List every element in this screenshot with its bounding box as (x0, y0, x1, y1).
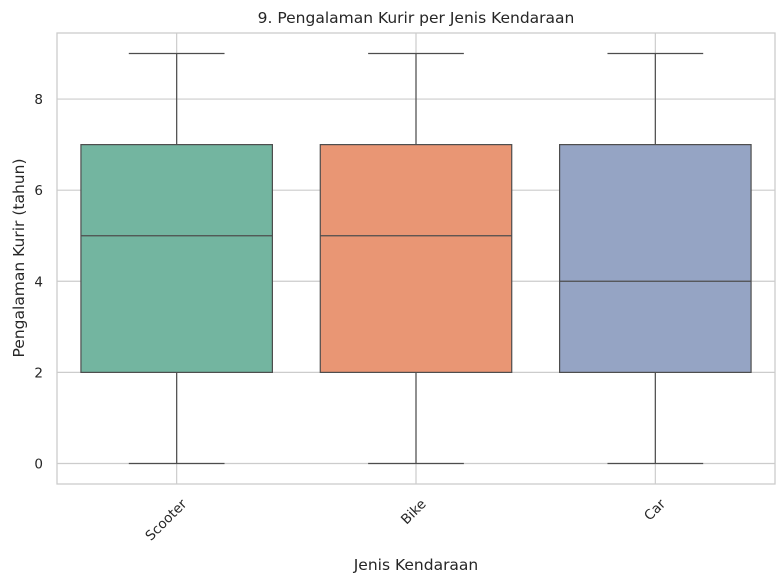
iqr-box (319, 144, 513, 373)
iqr-box (80, 144, 273, 373)
x-tick-label: Car (641, 496, 669, 524)
x-tick-labels: Scooter Bike Car (142, 496, 669, 544)
box-car (558, 52, 752, 465)
chart-title: 9. Pengalaman Kurir per Jenis Kendaraan (258, 9, 575, 27)
plot-frame (56, 32, 776, 485)
box-scooter (80, 52, 273, 465)
x-axis-label: Jenis Kendaraan (353, 556, 479, 574)
y-tick-label: 2 (34, 365, 43, 381)
x-tick-label: Bike (398, 496, 430, 528)
box-bike (319, 52, 513, 465)
y-tick-label: 6 (34, 183, 43, 199)
y-tick-label: 0 (34, 457, 43, 473)
y-axis-label: Pengalaman Kurir (tahun) (10, 159, 28, 358)
y-tick-label: 8 (34, 92, 43, 108)
y-tick-labels: 0 2 4 6 8 (34, 92, 43, 472)
iqr-box (558, 144, 752, 373)
y-tick-label: 4 (34, 274, 43, 290)
x-tick-label: Scooter (142, 496, 190, 544)
boxes (80, 52, 752, 465)
